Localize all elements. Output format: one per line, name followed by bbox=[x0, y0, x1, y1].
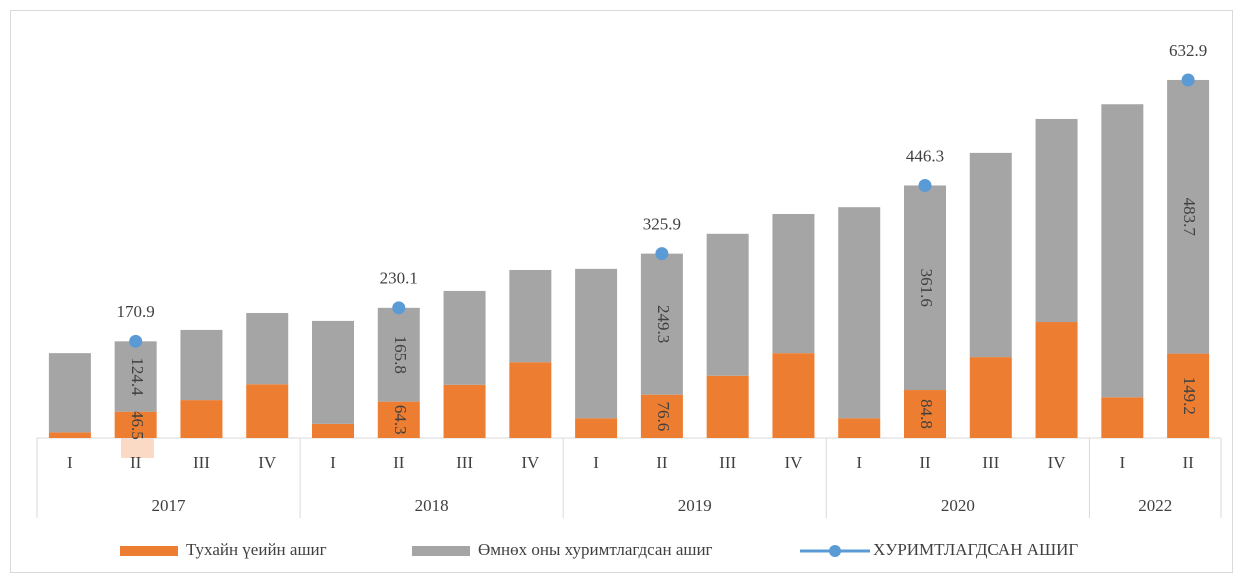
x-tick-label: II bbox=[393, 453, 405, 472]
group-label: 2022 bbox=[1138, 496, 1172, 515]
bar bbox=[640, 394, 683, 438]
bar bbox=[969, 152, 1012, 358]
chart-frame bbox=[10, 10, 1233, 573]
bar bbox=[575, 418, 618, 438]
x-tick-label: I bbox=[67, 453, 73, 472]
bar bbox=[48, 432, 91, 438]
x-tick-label: I bbox=[856, 453, 862, 472]
bar bbox=[706, 375, 749, 438]
bar bbox=[312, 320, 354, 424]
bar bbox=[904, 390, 946, 438]
data-label: 64.3 bbox=[391, 405, 410, 435]
x-tick-label: I bbox=[330, 453, 336, 472]
data-label: 170.9 bbox=[117, 302, 155, 321]
data-label: 446.3 bbox=[906, 146, 944, 165]
legend-label: Тухайн үеийн ашиг bbox=[186, 540, 327, 559]
data-label: 165.8 bbox=[391, 336, 410, 374]
legend-marker bbox=[829, 545, 841, 557]
group-label: 2019 bbox=[678, 496, 712, 515]
group-label: 2018 bbox=[415, 496, 449, 515]
x-tick-label: I bbox=[593, 453, 599, 472]
bar bbox=[838, 418, 881, 438]
bar bbox=[509, 269, 552, 363]
bar bbox=[246, 384, 289, 438]
bar bbox=[575, 268, 618, 419]
bar bbox=[969, 357, 1012, 438]
bar bbox=[1035, 322, 1078, 438]
x-tick-label: III bbox=[456, 453, 473, 472]
x-tick-label: IV bbox=[784, 453, 803, 472]
x-tick-label: III bbox=[982, 453, 999, 472]
data-label: 230.1 bbox=[380, 269, 418, 288]
bar bbox=[772, 213, 815, 354]
data-label: 632.9 bbox=[1169, 41, 1207, 60]
bar bbox=[1167, 353, 1210, 438]
bar bbox=[1167, 79, 1210, 354]
group-label: 2017 bbox=[152, 496, 187, 515]
group-label: 2020 bbox=[941, 496, 975, 515]
line-marker bbox=[392, 301, 406, 315]
bar bbox=[1101, 104, 1144, 398]
bar bbox=[312, 423, 354, 438]
bar bbox=[706, 233, 749, 376]
bar bbox=[838, 207, 881, 419]
line-marker bbox=[129, 334, 143, 348]
bar bbox=[1101, 397, 1144, 438]
bar bbox=[1035, 118, 1078, 323]
data-label: 325.9 bbox=[643, 215, 681, 234]
bar bbox=[509, 362, 552, 438]
x-tick-label: II bbox=[919, 453, 931, 472]
data-label: 124.4 bbox=[128, 357, 147, 396]
bar bbox=[904, 185, 946, 391]
legend-swatch bbox=[412, 546, 470, 556]
data-label: 46.5 bbox=[128, 410, 147, 440]
x-tick-label: III bbox=[719, 453, 736, 472]
legend-label: ХУРИМТЛАГДСАН АШИГ bbox=[873, 540, 1078, 559]
x-tick-label: II bbox=[1182, 453, 1194, 472]
bar bbox=[443, 384, 486, 438]
bar bbox=[377, 401, 420, 438]
x-tick-label: II bbox=[130, 453, 142, 472]
bar bbox=[114, 411, 157, 438]
data-label: 249.3 bbox=[654, 305, 673, 343]
data-label: 76.6 bbox=[654, 401, 673, 431]
line-marker bbox=[655, 247, 669, 261]
x-tick-label: I bbox=[1119, 453, 1125, 472]
data-label: 84.8 bbox=[917, 399, 936, 429]
bar bbox=[114, 341, 157, 412]
bar bbox=[180, 329, 223, 401]
bar bbox=[48, 353, 91, 433]
legend-label: Өмнөх оны хуримтлагдсан ашиг bbox=[478, 540, 713, 559]
x-tick-label: III bbox=[193, 453, 210, 472]
bar bbox=[377, 307, 420, 402]
x-tick-label: II bbox=[656, 453, 668, 472]
bar bbox=[443, 290, 486, 385]
bar bbox=[772, 353, 815, 438]
line-marker bbox=[1181, 73, 1195, 87]
x-tick-label: IV bbox=[521, 453, 540, 472]
bar bbox=[640, 253, 683, 395]
line-marker bbox=[918, 179, 932, 193]
data-label: 361.6 bbox=[917, 269, 936, 307]
bar bbox=[246, 312, 289, 385]
data-label: 149.2 bbox=[1180, 377, 1199, 415]
x-tick-label: IV bbox=[1048, 453, 1067, 472]
legend-swatch bbox=[120, 546, 178, 556]
data-label: 483.7 bbox=[1180, 198, 1199, 237]
bar bbox=[180, 400, 223, 438]
x-tick-label: IV bbox=[258, 453, 277, 472]
